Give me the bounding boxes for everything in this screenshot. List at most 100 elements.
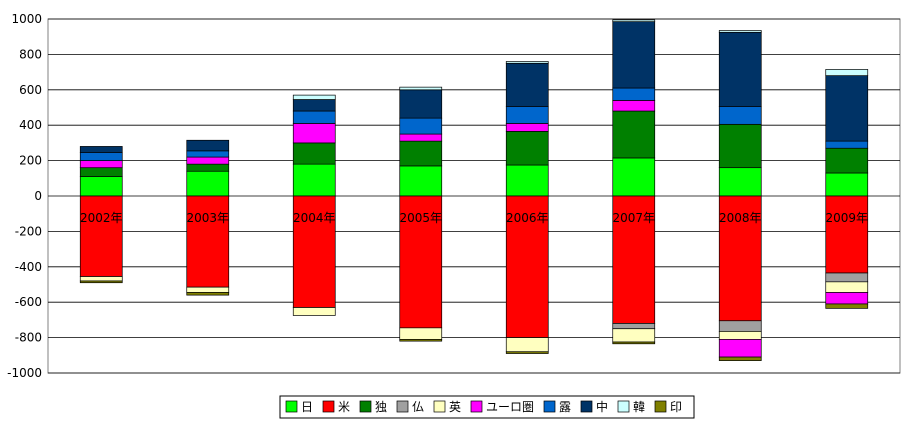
bar-segment-1-6[interactable]: [718, 195, 762, 322]
legend-swatch: [396, 400, 409, 413]
bar-segment-9-3[interactable]: [399, 339, 443, 342]
bar-segment-0-3[interactable]: [399, 165, 443, 197]
bar-segment-5-2[interactable]: [292, 123, 336, 144]
bar-segment-4-7[interactable]: [825, 281, 869, 293]
x-category-label: 2004年: [293, 211, 336, 225]
bar-segment-3-6[interactable]: [718, 320, 762, 332]
bar-segment-8-7[interactable]: [825, 69, 869, 76]
bar-segment-6-0[interactable]: [79, 152, 123, 161]
legend-item-3[interactable]: 仏: [396, 400, 424, 414]
bar-segment-8-5[interactable]: [612, 19, 656, 23]
bar-segment-0-6[interactable]: [718, 167, 762, 197]
bar-segment-0-0[interactable]: [79, 176, 123, 197]
legend-swatch: [470, 400, 483, 413]
legend-swatch: [285, 400, 298, 413]
legend-item-7[interactable]: 中: [580, 399, 608, 414]
bar-group-4: [505, 61, 549, 354]
legend-label: ユーロ圏: [486, 400, 534, 414]
bar-segment-4-6[interactable]: [718, 331, 762, 340]
bar-segment-2-2[interactable]: [292, 142, 336, 165]
bar-segment-5-4[interactable]: [505, 123, 549, 132]
bar-segment-7-2[interactable]: [292, 99, 336, 112]
bar-segment-7-1[interactable]: [186, 139, 230, 152]
y-tick-label: 200: [19, 154, 42, 168]
bar-segment-6-2[interactable]: [292, 110, 336, 124]
bar-segment-8-6[interactable]: [718, 30, 762, 33]
bar-segment-1-1[interactable]: [186, 195, 230, 288]
bar-segment-4-0[interactable]: [79, 276, 123, 282]
bar-segment-0-1[interactable]: [186, 170, 230, 197]
legend-swatch: [433, 400, 446, 413]
legend-item-6[interactable]: 露: [543, 400, 571, 414]
bar-segment-0-4[interactable]: [505, 164, 549, 197]
bar-segment-4-2[interactable]: [292, 307, 336, 316]
bar-segment-4-3[interactable]: [399, 327, 443, 340]
bar-segment-6-6[interactable]: [718, 106, 762, 125]
bar-segment-1-3[interactable]: [399, 195, 443, 329]
bar-segment-7-5[interactable]: [612, 21, 656, 89]
legend-item-9[interactable]: 印: [654, 400, 682, 414]
bar-segment-6-1[interactable]: [186, 150, 230, 158]
bar-segment-7-7[interactable]: [825, 75, 869, 142]
bar-segment-5-6[interactable]: [718, 339, 762, 358]
bar-segment-7-3[interactable]: [399, 89, 443, 119]
bar-segment-2-7[interactable]: [825, 147, 869, 174]
bar-segment-7-6[interactable]: [718, 31, 762, 107]
x-category-label: 2008年: [719, 211, 762, 225]
bar-segment-8-3[interactable]: [399, 86, 443, 91]
legend-item-0[interactable]: 日: [285, 400, 313, 414]
bar-segment-1-0[interactable]: [79, 195, 123, 277]
legend-label: 仏: [412, 400, 424, 414]
legend-item-5[interactable]: ユーロ圏: [470, 400, 534, 414]
bar-segment-5-5[interactable]: [612, 100, 656, 112]
legend-label: 米: [338, 400, 350, 414]
bar-segment-9-6[interactable]: [718, 356, 762, 361]
bar-segment-1-7[interactable]: [825, 195, 869, 274]
bar-segment-9-0[interactable]: [79, 280, 123, 284]
legend-swatch: [654, 400, 667, 413]
bar-group-1: [186, 139, 230, 296]
bar-segment-3-7[interactable]: [825, 272, 869, 283]
bar-segment-2-6[interactable]: [718, 123, 762, 169]
bar-segment-6-7[interactable]: [825, 140, 869, 149]
bar-segment-2-1[interactable]: [186, 163, 230, 172]
bar-segment-0-5[interactable]: [612, 157, 656, 197]
legend-item-8[interactable]: 韓: [617, 400, 645, 414]
legend-item-4[interactable]: 英: [433, 400, 461, 414]
bar-segment-2-0[interactable]: [79, 167, 123, 177]
bar-segment-1-2[interactable]: [292, 195, 336, 308]
bar-segment-0-2[interactable]: [292, 163, 336, 197]
bar-segment-4-4[interactable]: [505, 337, 549, 353]
bar-group-5: [612, 19, 656, 345]
x-category-label: 2003年: [186, 211, 229, 225]
bar-segment-6-5[interactable]: [612, 87, 656, 101]
legend-item-2[interactable]: 独: [359, 400, 387, 414]
bar-segment-9-4[interactable]: [505, 351, 549, 354]
bar-segment-7-4[interactable]: [505, 62, 549, 107]
bar-segment-9-1[interactable]: [186, 292, 230, 296]
legend-swatch: [359, 400, 372, 413]
bar-segment-4-1[interactable]: [186, 286, 230, 293]
bar-segment-8-2[interactable]: [292, 94, 336, 100]
x-category-label: 2009年: [825, 211, 868, 225]
bar-segment-9-7[interactable]: [825, 303, 869, 309]
bar-segment-2-3[interactable]: [399, 140, 443, 167]
bar-segment-6-3[interactable]: [399, 117, 443, 135]
bar-segment-5-7[interactable]: [825, 292, 869, 305]
bar-segment-8-4[interactable]: [505, 61, 549, 64]
bar-segment-4-5[interactable]: [612, 328, 656, 343]
legend-item-1[interactable]: 米: [322, 400, 350, 414]
bar-segment-2-5[interactable]: [612, 110, 656, 159]
bar-segment-5-1[interactable]: [186, 156, 230, 165]
bar-segment-0-7[interactable]: [825, 172, 869, 197]
y-tick-label: -1000: [7, 366, 42, 380]
bar-segment-3-5[interactable]: [612, 323, 656, 330]
bar-segment-9-5[interactable]: [612, 341, 656, 345]
bar-segment-6-4[interactable]: [505, 106, 549, 124]
y-tick-label: -800: [15, 331, 42, 345]
bar-segment-5-3[interactable]: [399, 133, 443, 142]
legend-swatch: [322, 400, 335, 413]
bar-segment-5-0[interactable]: [79, 160, 123, 169]
bar-segment-2-4[interactable]: [505, 131, 549, 166]
bar-segment-7-0[interactable]: [79, 146, 123, 153]
